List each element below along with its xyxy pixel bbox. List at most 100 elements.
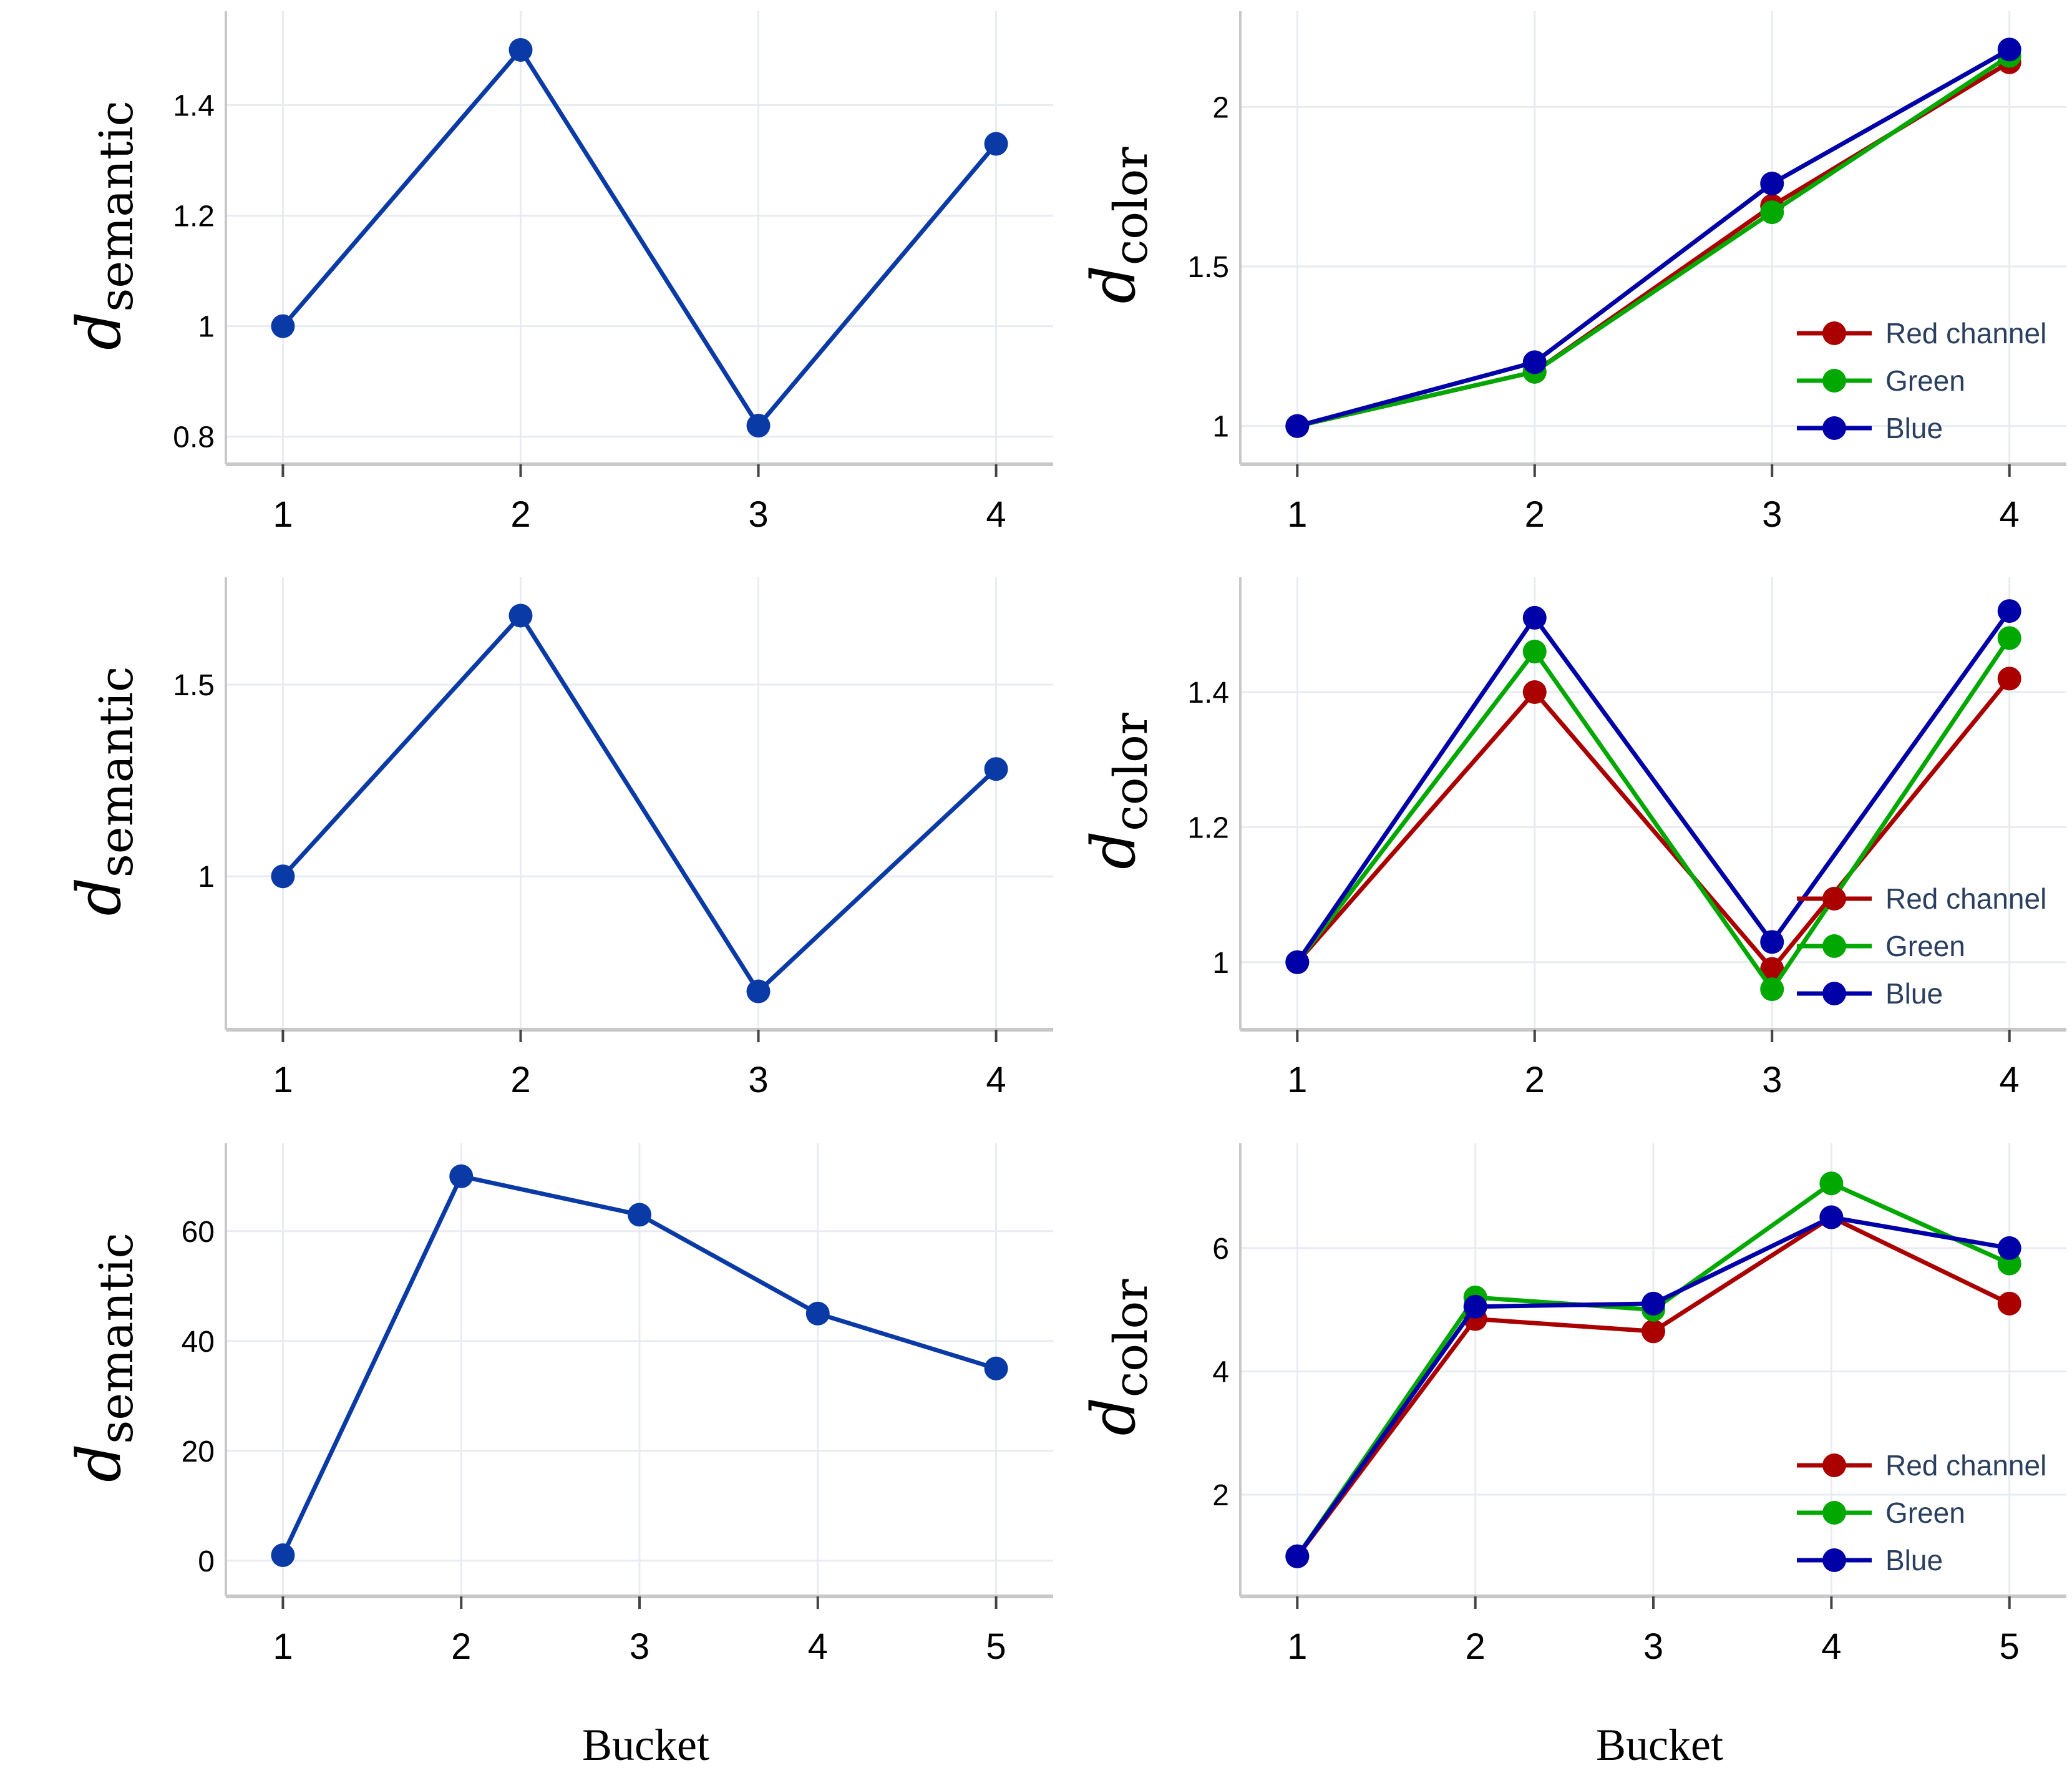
y-axis-label-main: d: [1079, 265, 1149, 303]
chart-panel-row3-left: 1 2 3 4 5 0 20 40 60 dsemantic Bucket: [64, 1143, 1053, 1770]
legend-marker: [1822, 1501, 1846, 1525]
x-axis-label: Bucket: [582, 1720, 709, 1770]
legend-label: Blue: [1885, 977, 1943, 1010]
data-point: [508, 603, 533, 628]
x-tick-label: 3: [1643, 1626, 1663, 1667]
data-point: [746, 414, 771, 438]
x-tick-label: 3: [748, 1060, 768, 1100]
y-axis-label-main: d: [1079, 1397, 1149, 1435]
series-line: [1295, 637, 2011, 992]
data-point: [271, 864, 295, 889]
chart-panel-row2-right: 1 2 3 4 1 1.2 1.4 dcolor Red channel Green Blue: [1079, 577, 2066, 1100]
x-tick-label: 1: [1287, 1060, 1307, 1100]
y-axis-label: dsemantic: [64, 100, 143, 350]
y-tick-label: 20: [182, 1435, 215, 1468]
legend-label: Red channel: [1885, 882, 2046, 915]
x-tick-label: 1: [273, 1626, 293, 1667]
y-tick-label: 1.2: [1187, 811, 1229, 844]
legend-marker: [1822, 887, 1846, 911]
series-semantic: [271, 1164, 1008, 1567]
data-point: [805, 1301, 830, 1326]
data-point: [1997, 37, 2021, 62]
y-tick-label: 40: [182, 1326, 215, 1359]
data-point: [1522, 350, 1547, 374]
x-tick-label: 2: [451, 1626, 471, 1667]
series-line: [281, 613, 998, 994]
y-axis-label: dcolor: [1079, 147, 1158, 304]
x-tick-label: 5: [2000, 1626, 2020, 1667]
data-point: [1285, 414, 1310, 438]
chart-panel-row3-right: 1 2 3 4 5 2 4 6 dcolor Bucket Red channel Green Blue: [1079, 1143, 2066, 1770]
data-point: [449, 1164, 474, 1188]
x-tick-label: 3: [748, 494, 768, 535]
legend-label: Red channel: [1885, 317, 2046, 349]
legend-label: Green: [1885, 930, 1965, 962]
data-point: [1997, 1291, 2021, 1316]
legend-marker: [1822, 321, 1846, 345]
data-point: [746, 979, 771, 1004]
legend-label: Blue: [1885, 1544, 1943, 1576]
chart-panel-row1-left: 1 2 3 4 0.8 1 1.2 1.4 dsemantic: [64, 11, 1053, 535]
legend-marker: [1822, 1548, 1846, 1572]
data-point: [1463, 1294, 1487, 1319]
x-tick-label: 3: [630, 1626, 649, 1667]
y-tick-label: 1: [198, 861, 215, 894]
legend-label: Red channel: [1885, 1449, 2046, 1482]
series-line: [1295, 677, 2011, 972]
x-tick-label: 1: [273, 494, 293, 535]
data-point: [1760, 977, 1784, 1002]
y-tick-label: 0: [198, 1545, 215, 1578]
series-line: [1296, 54, 2011, 429]
data-point: [984, 757, 1008, 781]
legend-label: Green: [1885, 364, 1965, 397]
y-axis-label-main: d: [1079, 831, 1149, 869]
legend-marker: [1822, 934, 1846, 958]
y-axis-label: dcolor: [1079, 1279, 1158, 1436]
y-tick-label: 1: [1212, 947, 1229, 980]
data-point: [1819, 1171, 1844, 1196]
x-tick-label: 2: [510, 1060, 530, 1100]
x-tick-label: 4: [986, 1060, 1006, 1100]
data-point: [984, 132, 1008, 156]
data-point: [1285, 950, 1310, 974]
x-tick-label: 4: [986, 494, 1006, 535]
x-tick-label: 1: [1287, 494, 1307, 535]
y-axis-label-subscript: color: [1104, 1279, 1158, 1397]
y-axis-label: dsemantic: [64, 1233, 143, 1482]
y-axis-label-subscript: semantic: [90, 666, 143, 877]
x-tick-label: 5: [986, 1626, 1006, 1667]
legend-marker: [1822, 1453, 1846, 1477]
data-point: [1997, 667, 2021, 691]
y-axis-label-subscript: semantic: [90, 1233, 143, 1444]
y-tick-label: 4: [1212, 1355, 1229, 1389]
series-line: [1295, 610, 2011, 964]
legend: Red channel Green Blue: [1797, 1449, 2046, 1576]
series-line: [1296, 47, 2011, 429]
data-point: [1522, 680, 1547, 704]
data-point: [1760, 930, 1784, 954]
x-tick-label: 2: [1525, 1060, 1545, 1100]
data-point: [271, 1543, 295, 1567]
series-blue: [1285, 1205, 2021, 1568]
data-point: [1997, 626, 2021, 650]
y-tick-label: 60: [182, 1216, 215, 1249]
y-axis-label-subscript: color: [1104, 147, 1158, 265]
x-tick-label: 2: [510, 494, 530, 535]
legend-label: Blue: [1885, 412, 1943, 444]
y-axis-label-main: d: [64, 877, 134, 916]
data-point: [1760, 172, 1784, 196]
legend: Red channel Green Blue: [1797, 317, 2046, 444]
data-point: [984, 1356, 1008, 1380]
series-blue: [1285, 599, 2021, 974]
chart-panel-row2-left: 1 2 3 4 1 1.5 dsemantic: [64, 577, 1053, 1100]
data-point: [1997, 1236, 2021, 1260]
x-axis-label: Bucket: [1596, 1720, 1723, 1770]
x-tick-label: 2: [1525, 494, 1545, 535]
data-point: [1285, 1544, 1310, 1568]
x-tick-label: 3: [1762, 1060, 1782, 1100]
y-tick-label: 1: [1212, 411, 1229, 444]
x-tick-label: 1: [273, 1060, 293, 1100]
y-axis-label: dsemantic: [64, 666, 143, 916]
data-point: [508, 37, 533, 62]
